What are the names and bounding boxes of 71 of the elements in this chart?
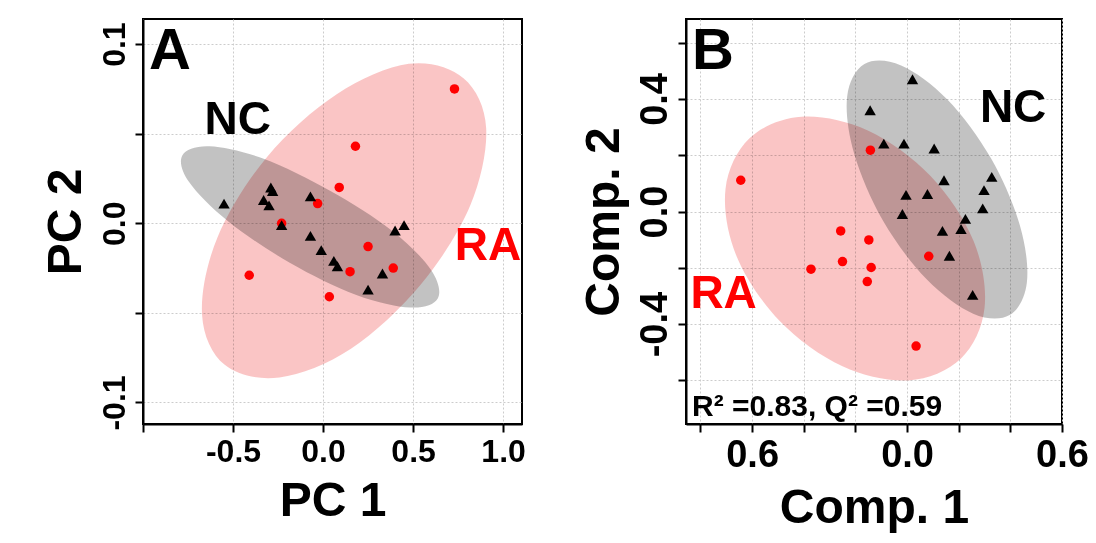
- x-tick-label: 0.0: [881, 432, 934, 475]
- x-axis-title: PC 1: [279, 472, 387, 526]
- point: [959, 213, 972, 224]
- point: [806, 264, 816, 274]
- series-label: NC: [979, 80, 1047, 133]
- point: [312, 198, 323, 209]
- x-tick-label: -0.5: [205, 432, 262, 469]
- point: [898, 138, 910, 149]
- x-axis-title: Comp. 1: [779, 479, 970, 533]
- point: [263, 200, 275, 211]
- point: [398, 220, 410, 231]
- point: [304, 191, 317, 202]
- series-label: RA: [690, 266, 757, 319]
- point: [315, 245, 327, 256]
- point: [736, 175, 746, 185]
- point: [389, 225, 401, 236]
- point: [896, 209, 909, 219]
- x-tick-label: 0.6: [726, 432, 780, 475]
- point: [334, 182, 344, 193]
- point: [331, 261, 344, 272]
- point: [977, 203, 989, 214]
- point: [866, 262, 876, 273]
- x-tick-label: 0.0: [301, 432, 346, 469]
- point: [938, 175, 950, 186]
- y-axis-title: Comp. 2: [575, 127, 629, 317]
- point: [362, 284, 374, 295]
- x-tick-label: 0.6: [1036, 432, 1089, 475]
- point: [900, 189, 912, 200]
- y-tick-label: -0.4: [632, 291, 675, 358]
- y-tick-label: 0.1: [95, 22, 132, 67]
- x-tick-label: 1.0: [481, 432, 526, 469]
- annotation: B: [692, 16, 734, 81]
- point: [864, 105, 876, 116]
- point: [363, 241, 373, 252]
- point: [324, 292, 335, 302]
- point: [350, 141, 361, 151]
- point: [388, 263, 399, 273]
- point: [928, 143, 940, 154]
- point: [345, 266, 355, 277]
- point: [978, 185, 990, 196]
- point: [878, 138, 890, 149]
- series-label: NC: [204, 92, 271, 145]
- x-tick-label: 0.5: [391, 432, 436, 469]
- annotation: R² =0.83, Q² =0.59: [692, 389, 943, 422]
- point: [943, 250, 956, 261]
- series-label: RA: [454, 217, 522, 270]
- point: [911, 341, 921, 351]
- y-tick-label: 0.0: [632, 185, 675, 239]
- point: [936, 225, 949, 236]
- point: [244, 270, 254, 280]
- point: [266, 186, 279, 196]
- point: [304, 230, 317, 241]
- point: [218, 198, 230, 209]
- point: [376, 268, 389, 279]
- y-axis-title: PC 2: [37, 168, 91, 276]
- point: [966, 289, 979, 300]
- point: [449, 84, 460, 94]
- point: [865, 145, 876, 155]
- point: [862, 276, 873, 287]
- annotation: A: [149, 16, 191, 81]
- point: [906, 74, 919, 85]
- point: [837, 256, 848, 267]
- point: [955, 224, 967, 234]
- point: [835, 226, 846, 236]
- y-tick-label: 0.0: [95, 201, 132, 247]
- point: [921, 189, 934, 199]
- point: [864, 235, 874, 245]
- point: [924, 251, 934, 261]
- y-tick-label: 0.4: [632, 73, 675, 126]
- point: [986, 171, 998, 182]
- y-tick-label: -0.1: [95, 375, 132, 431]
